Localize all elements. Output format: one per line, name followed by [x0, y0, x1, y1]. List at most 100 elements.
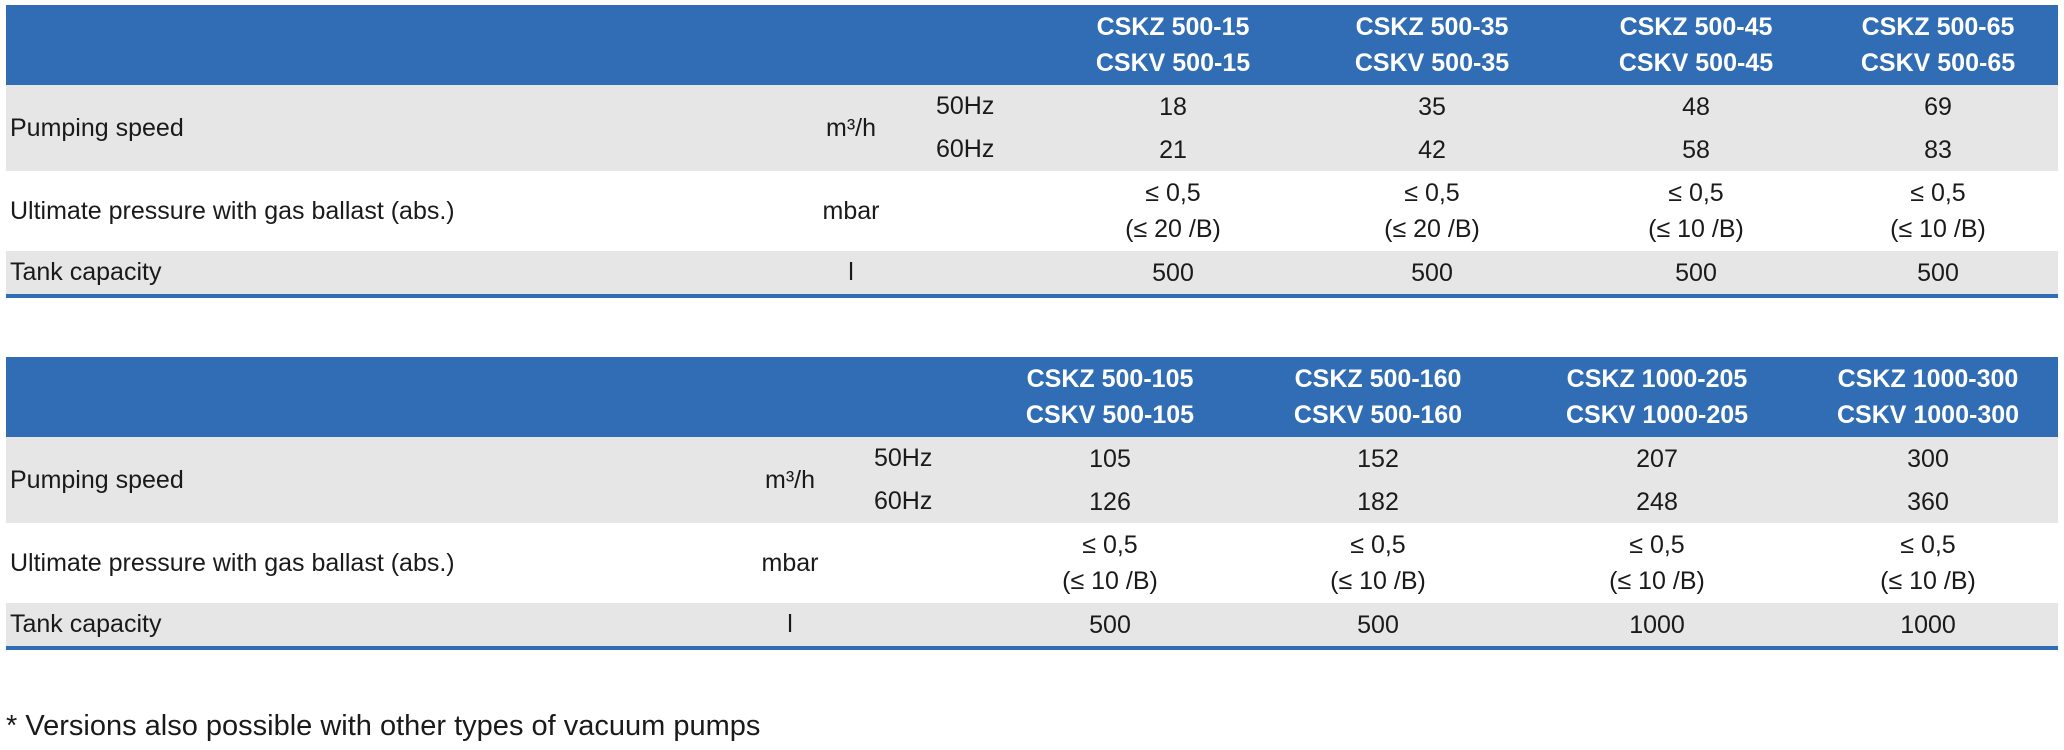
empty-cell	[932, 251, 1056, 298]
table-header-row: CSKZ 500-105 CSKV 500-105 CSKZ 500-160 C…	[6, 357, 2058, 437]
pressure-value-line2: (≤ 10 /B)	[1890, 215, 1986, 243]
footnote: * Versions also possible with other type…	[6, 710, 761, 742]
model-name-line1: CSKZ 500-105	[1026, 365, 1194, 393]
pumping-speed-value: 42	[1290, 128, 1574, 171]
pressure-value-line2: (≤ 10 /B)	[1880, 567, 1976, 595]
header-empty-cell	[770, 5, 932, 85]
pumping-speed-value: 360	[1798, 480, 2058, 523]
pumping-speed-value: 21	[1056, 128, 1290, 171]
tank-capacity-row: Tank capacity l 500 500 1000 1000	[6, 603, 2058, 650]
ultimate-pressure-label: Ultimate pressure with gas ballast (abs.…	[10, 548, 455, 577]
tank-capacity-value: 500	[1818, 251, 2058, 298]
header-empty-cell	[6, 5, 770, 85]
pumping-speed-value: 248	[1516, 480, 1798, 523]
ultimate-pressure-value: ≤ 0,5 (≤ 10 /B)	[1574, 171, 1818, 251]
model-name-line2: CSKV 500-15	[1095, 49, 1251, 77]
ultimate-pressure-unit: mbar	[822, 196, 880, 225]
pumping-speed-value: 35	[1290, 85, 1574, 128]
ultimate-pressure-row: Ultimate pressure with gas ballast (abs.…	[6, 523, 2058, 603]
pumping-speed-label: Pumping speed	[6, 437, 710, 523]
empty-cell	[870, 603, 980, 650]
model-name-line2: CSKV 500-160	[1293, 401, 1463, 429]
model-name-line2: CSKV 500-65	[1860, 49, 2016, 77]
header-empty-cell	[6, 357, 710, 437]
model-name-line1: CSKZ 500-45	[1619, 13, 1773, 41]
tank-capacity-value: 500	[1290, 251, 1574, 298]
pumping-speed-row-50hz: Pumping speed m³/h 50Hz 18 35 48 69	[6, 85, 2058, 171]
ultimate-pressure-value: ≤ 0,5 (≤ 10 /B)	[1240, 523, 1516, 603]
pumping-speed-value: 58	[1574, 128, 1818, 171]
pressure-value-line1: ≤ 0,5	[1145, 179, 1201, 207]
tank-capacity-label: Tank capacity	[6, 251, 770, 298]
model-header: CSKZ 500-45 CSKV 500-45	[1574, 5, 1818, 85]
header-empty-cell	[710, 357, 870, 437]
ultimate-pressure-label: Ultimate pressure with gas ballast (abs.…	[10, 196, 455, 225]
model-header: CSKZ 1000-205 CSKV 1000-205	[1516, 357, 1798, 437]
pumping-speed-value: 126	[980, 480, 1240, 523]
model-name-line2: CSKV 500-35	[1354, 49, 1510, 77]
model-header: CSKZ 500-105 CSKV 500-105	[980, 357, 1240, 437]
pumping-speed-row-50hz: Pumping speed m³/h 50Hz 105 152 207 300	[6, 437, 2058, 523]
tank-capacity-value: 1000	[1516, 603, 1798, 650]
pressure-value-line1: ≤ 0,5	[1350, 531, 1406, 559]
pumping-speed-row-60hz: 60Hz 126 182 248 360	[6, 480, 2058, 523]
pressure-value-line1: ≤ 0,5	[1629, 531, 1685, 559]
ultimate-pressure-row: Ultimate pressure with gas ballast (abs.…	[6, 171, 2058, 251]
tank-capacity-unit: l	[710, 603, 870, 650]
tank-capacity-value: 500	[1574, 251, 1818, 298]
model-name-line1: CSKZ 1000-205	[1566, 365, 1748, 393]
model-name-line1: CSKZ 500-35	[1355, 13, 1509, 41]
model-name-line1: CSKZ 500-15	[1096, 13, 1250, 41]
pumping-speed-unit: m³/h	[770, 85, 932, 171]
frequency-50hz-label: 50Hz	[932, 85, 1056, 128]
pressure-value-line2: (≤ 10 /B)	[1062, 567, 1158, 595]
spec-table-1: CSKZ 500-15 CSKV 500-15 CSKZ 500-35 CSKV…	[6, 5, 2058, 298]
model-name-line1: CSKZ 500-65	[1861, 13, 2015, 41]
model-name-line2: CSKV 500-45	[1618, 49, 1774, 77]
frequency-60hz-label: 60Hz	[870, 480, 980, 523]
pressure-value-line2: (≤ 20 /B)	[1125, 215, 1221, 243]
pumping-speed-value: 48	[1574, 85, 1818, 128]
pressure-value-line1: ≤ 0,5	[1082, 531, 1138, 559]
model-name-line2: CSKV 500-105	[1025, 401, 1195, 429]
ultimate-pressure-value: ≤ 0,5 (≤ 20 /B)	[1056, 171, 1290, 251]
pumping-speed-value: 69	[1818, 85, 2058, 128]
tank-capacity-value: 1000	[1798, 603, 2058, 650]
ultimate-pressure-value: ≤ 0,5 (≤ 10 /B)	[1516, 523, 1798, 603]
header-empty-cell	[870, 357, 980, 437]
tank-capacity-row: Tank capacity l 500 500 500 500	[6, 251, 2058, 298]
spec-table-2: CSKZ 500-105 CSKV 500-105 CSKZ 500-160 C…	[6, 357, 2058, 650]
tank-capacity-value: 500	[1240, 603, 1516, 650]
table-header-row: CSKZ 500-15 CSKV 500-15 CSKZ 500-35 CSKV…	[6, 5, 2058, 85]
pumping-speed-value: 182	[1240, 480, 1516, 523]
tank-capacity-value: 500	[980, 603, 1240, 650]
pumping-speed-value: 207	[1516, 437, 1798, 480]
pressure-value-line2: (≤ 10 /B)	[1330, 567, 1426, 595]
ultimate-pressure-value: ≤ 0,5 (≤ 10 /B)	[1818, 171, 2058, 251]
pumping-speed-label: Pumping speed	[6, 85, 770, 171]
header-empty-cell	[932, 5, 1056, 85]
pressure-value-line2: (≤ 10 /B)	[1648, 215, 1744, 243]
pumping-speed-unit: m³/h	[710, 437, 870, 523]
model-header: CSKZ 500-65 CSKV 500-65	[1818, 5, 2058, 85]
model-name-line1: CSKZ 500-160	[1294, 365, 1462, 393]
model-header: CSKZ 1000-300 CSKV 1000-300	[1798, 357, 2058, 437]
tank-capacity-label: Tank capacity	[6, 603, 710, 650]
model-name-line2: CSKV 1000-205	[1565, 401, 1749, 429]
pressure-value-line2: (≤ 10 /B)	[1609, 567, 1705, 595]
pumping-speed-value: 83	[1818, 128, 2058, 171]
model-name-line1: CSKZ 1000-300	[1837, 365, 2019, 393]
ultimate-pressure-value: ≤ 0,5 (≤ 10 /B)	[980, 523, 1240, 603]
pressure-value-line1: ≤ 0,5	[1910, 179, 1966, 207]
pumping-speed-value: 152	[1240, 437, 1516, 480]
model-name-line2: CSKV 1000-300	[1836, 401, 2020, 429]
pumping-speed-value: 300	[1798, 437, 2058, 480]
pumping-speed-value: 105	[980, 437, 1240, 480]
pumping-speed-row-60hz: 60Hz 21 42 58 83	[6, 128, 2058, 171]
model-header: CSKZ 500-160 CSKV 500-160	[1240, 357, 1516, 437]
pressure-value-line2: (≤ 20 /B)	[1384, 215, 1480, 243]
ultimate-pressure-value: ≤ 0,5 (≤ 10 /B)	[1798, 523, 2058, 603]
ultimate-pressure-value: ≤ 0,5 (≤ 20 /B)	[1290, 171, 1574, 251]
ultimate-pressure-unit: mbar	[761, 548, 819, 577]
model-header: CSKZ 500-35 CSKV 500-35	[1290, 5, 1574, 85]
